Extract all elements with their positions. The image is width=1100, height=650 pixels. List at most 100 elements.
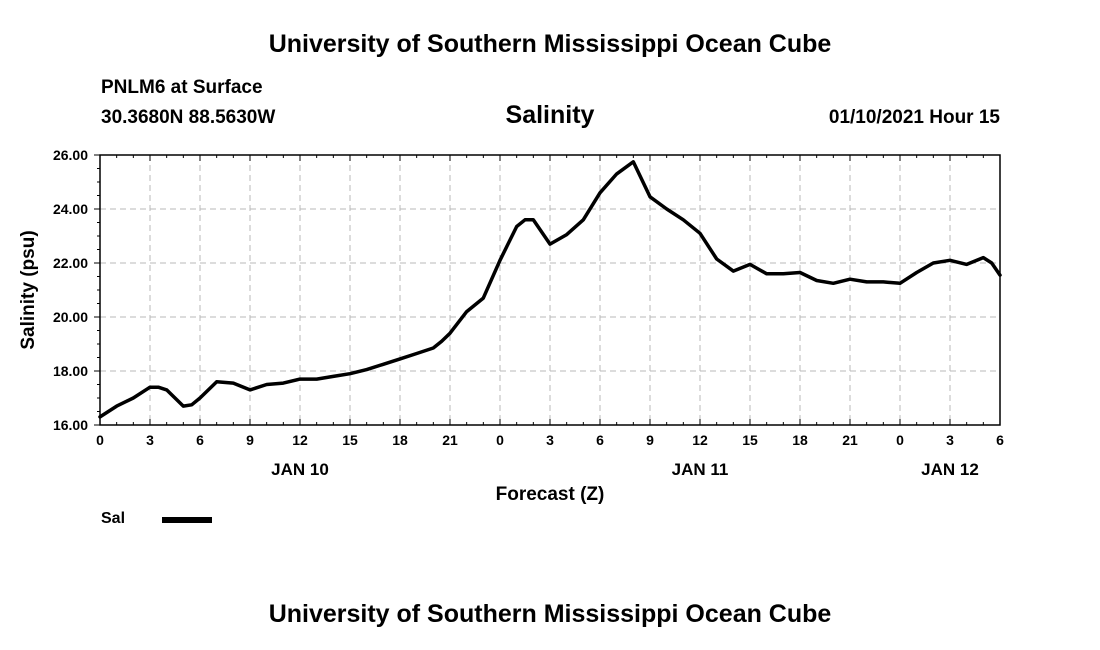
data-point [582,219,585,221]
series-line-sal [98,160,1002,419]
data-point [532,219,535,221]
x-tick-label: 9 [246,432,254,448]
bottom-title: University of Southern Mississippi Ocean… [268,600,832,628]
data-point [932,262,935,264]
data-point [232,382,235,384]
top-title: University of Southern Mississippi Ocean… [268,30,832,58]
x-tick-label: 6 [196,432,204,448]
x-tick-label: 3 [946,432,954,448]
y-tick-label: 18.00 [53,363,88,379]
station-label: PNLM6 at Surface [101,77,263,98]
x-tick-label: 12 [692,432,708,448]
data-point [782,273,785,275]
data-point [715,258,718,260]
date-label: JAN 11 [672,460,729,479]
x-tick-label: 12 [292,432,308,448]
data-point [165,389,168,391]
data-point [549,243,551,245]
x-tick-label: 3 [546,432,554,448]
y-axis-title: Salinity (psu) [18,230,39,349]
series-layer [98,160,1002,419]
data-point [982,256,985,259]
data-point [524,219,526,221]
data-point [382,363,385,366]
data-point [299,378,301,380]
data-point [765,273,768,275]
data-point [632,161,635,163]
x-tick-label: 9 [646,432,654,448]
forecast-run-time: 01/10/2021 Hour 15 [828,107,1000,128]
data-point [182,405,185,407]
data-point [749,263,751,266]
grid-lines [100,155,1000,425]
x-tick-label: 15 [342,432,358,448]
date-label: JAN 10 [271,460,329,479]
x-tick-label: 21 [842,432,858,448]
data-point [465,310,468,313]
data-point [649,196,651,198]
data-point [365,368,368,371]
data-point [915,271,918,274]
x-tick-label: 0 [96,432,104,448]
y-tick-label: 16.00 [53,417,88,433]
legend-swatch [162,517,212,523]
y-tick-label: 20.00 [53,309,88,325]
data-point [190,404,193,406]
data-point [432,347,435,349]
y-tick-label: 22.00 [53,255,88,271]
data-point [315,378,318,380]
data-point [682,219,685,221]
data-point [349,372,351,375]
x-tick-label: 6 [596,432,604,448]
plot-title: Salinity [505,101,595,129]
data-point [332,375,335,378]
data-point [965,263,968,266]
data-point [615,173,618,175]
y-tick-label: 24.00 [53,201,88,217]
data-point [115,405,118,407]
data-point [249,389,251,391]
data-point [440,340,443,343]
data-point [865,281,868,283]
y-tick-label: 26.00 [53,147,88,163]
station-coordinates: 30.3680N 88.5630W [101,107,276,128]
plot-frame [99,154,1001,426]
data-point [882,281,885,283]
x-axis-title: Forecast (Z) [496,484,605,505]
data-point [499,259,501,262]
data-point [149,386,151,389]
x-tick-label: 3 [146,432,154,448]
data-point [699,232,701,235]
x-tick-label: 18 [792,432,808,448]
x-tick-label: 0 [896,432,904,448]
data-point [199,397,201,399]
data-point [265,383,268,386]
data-point [399,358,401,360]
x-tick-label: 0 [496,432,504,448]
legend-label: Sal [101,510,126,527]
data-point [949,259,951,262]
data-point [815,279,818,282]
data-point [482,297,485,299]
x-tick-label: 15 [742,432,758,448]
data-point [132,397,135,399]
data-point [899,282,901,285]
data-point [565,233,568,236]
x-tick-label: 21 [442,432,458,448]
tick-labels: 0 3 6 9 12 15 18 21 0 3 6 9 12 15 18 21 0 3 6 16.00 18.00 20.… [53,147,1004,479]
x-tick-label: 18 [392,432,408,448]
data-point [415,352,418,355]
data-point [515,225,518,228]
data-point [832,282,835,285]
data-point [849,278,851,281]
data-point [599,192,601,194]
data-point [990,262,993,264]
data-point [215,381,218,383]
data-point [665,208,668,210]
data-point [282,382,285,384]
data-point [799,271,801,274]
data-point [449,332,451,335]
date-label: JAN 12 [921,460,979,479]
data-point [732,270,735,272]
